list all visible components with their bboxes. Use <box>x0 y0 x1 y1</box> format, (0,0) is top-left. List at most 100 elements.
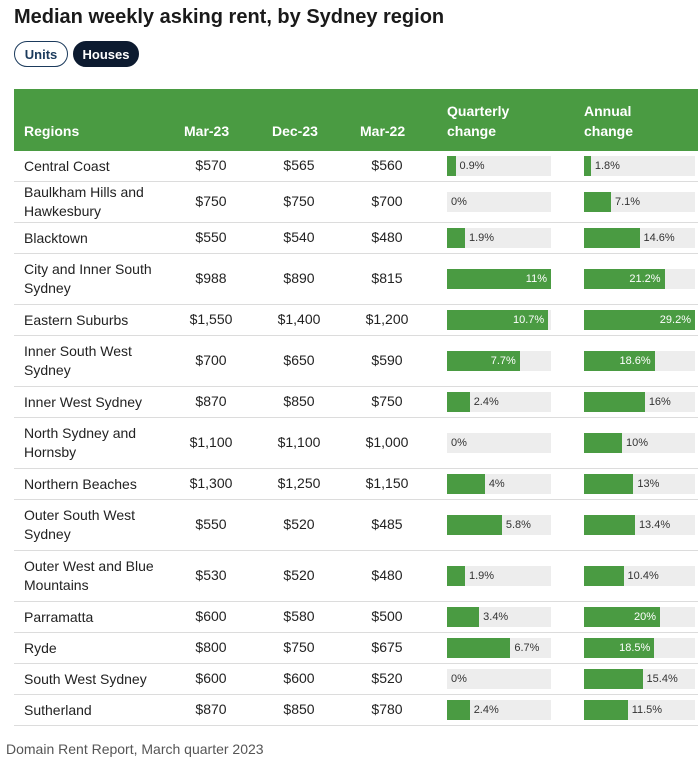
table-row: Inner South West Sydney $700 $650 $590 7.7% 1… <box>14 336 698 387</box>
annual-bar-track: 7.1% <box>584 192 695 212</box>
mar-23-value: $550 <box>195 229 227 245</box>
mar-23-value: $600 <box>195 608 227 624</box>
annual-bar <box>584 638 655 658</box>
table-row: Baulkham Hills and Hawkesbury $750 $750 $70… <box>14 182 698 223</box>
quarterly-bar-track: 0% <box>447 433 551 453</box>
dec-23-value: $1,100 <box>277 434 321 450</box>
quarterly-bar <box>447 392 470 412</box>
annual-bar-track: 13.4% <box>584 515 695 535</box>
quarterly-bar-track: 0% <box>447 669 551 689</box>
table-row: North Sydney and Hornsby $1,100 $1,100 $1,0… <box>14 418 698 469</box>
quarterly-bar-track: 0.9% <box>447 156 551 176</box>
table-row: Outer South West Sydney $550 $520 $485 5.8% 1… <box>14 500 698 551</box>
dec-23-value: $1,400 <box>277 311 321 327</box>
table-row: South West Sydney $600 $600 $520 0% 15.4% <box>14 664 698 695</box>
annual-value-label: 18.6% <box>619 355 651 367</box>
header-mar-23: Mar-23 <box>184 123 230 139</box>
source-note: Domain Rent Report, March quarter 2023 <box>6 741 264 757</box>
region-name: Outer West and Blue Mountains <box>24 558 154 593</box>
table-row: Central Coast $570 $565 $560 0.9% 1.8% <box>14 151 698 182</box>
quarterly-bar-track: 6.7% <box>447 638 551 658</box>
mar-22-value: $480 <box>371 567 403 583</box>
region-name: City and Inner South Sydney <box>24 261 152 296</box>
dec-23-value: $750 <box>283 193 315 209</box>
quarterly-bar <box>447 310 549 330</box>
dec-23-value: $540 <box>283 229 315 245</box>
mar-22-value: $675 <box>371 639 403 655</box>
dec-23-value: $850 <box>283 393 315 409</box>
annual-bar <box>584 607 661 627</box>
annual-bar-track: 13% <box>584 474 695 494</box>
annual-bar-track: 16% <box>584 392 695 412</box>
annual-value-label: 1.8% <box>594 160 620 172</box>
annual-bar-track: 20% <box>584 607 695 627</box>
annual-bar-track: 10% <box>584 433 695 453</box>
annual-bar-track: 21.2% <box>584 269 695 289</box>
region-name: Inner West Sydney <box>24 393 143 410</box>
mar-22-value: $500 <box>371 608 403 624</box>
annual-bar <box>584 669 643 689</box>
region-name: Outer South West Sydney <box>24 507 136 542</box>
quarterly-bar-track: 7.7% <box>447 351 551 371</box>
table-row: Parramatta $600 $580 $500 3.4% 20% <box>14 602 698 633</box>
quarterly-bar <box>447 474 485 494</box>
houses-toggle-button[interactable]: Houses <box>73 41 139 67</box>
dec-23-value: $600 <box>283 670 315 686</box>
quarterly-bar-track: 2.4% <box>447 392 551 412</box>
mar-23-value: $570 <box>195 157 227 173</box>
units-toggle-button[interactable]: Units <box>14 41 68 67</box>
annual-bar-track: 15.4% <box>584 669 695 689</box>
annual-bar <box>584 433 622 453</box>
mar-22-value: $560 <box>371 157 403 173</box>
mar-22-value: $520 <box>371 670 403 686</box>
mar-23-value: $1,300 <box>189 475 233 491</box>
region-name: South West Sydney <box>24 670 147 687</box>
chart-title: Median weekly asking rent, by Sydney reg… <box>14 6 445 28</box>
annual-bar <box>584 269 665 289</box>
mar-23-value: $530 <box>195 567 227 583</box>
quarterly-value-label: 4% <box>488 478 505 490</box>
region-name: Northern Beaches <box>24 475 137 492</box>
quarterly-bar-track: 4% <box>447 474 551 494</box>
annual-bar-track: 29.2% <box>584 310 695 330</box>
annual-bar <box>584 310 695 330</box>
table-row: Inner West Sydney $870 $850 $750 2.4% 16% <box>14 387 698 418</box>
quarterly-bar <box>447 607 480 627</box>
dec-23-value: $650 <box>283 352 315 368</box>
quarterly-value-label: 11% <box>525 273 547 285</box>
mar-22-value: $815 <box>371 270 403 286</box>
table-row: City and Inner South Sydney $988 $890 $815 1… <box>14 254 698 305</box>
table-row: Blacktown $550 $540 $480 1.9% 14.6% <box>14 223 698 254</box>
quarterly-value-label: 0% <box>451 196 467 208</box>
annual-value-label: 18.5% <box>619 642 651 654</box>
table-body: Central Coast $570 $565 $560 0.9% 1.8% Baulkha… <box>14 151 698 726</box>
mar-23-value: $600 <box>195 670 227 686</box>
quarterly-bar-track: 11% <box>447 269 551 289</box>
mar-23-value: $870 <box>195 701 227 717</box>
annual-value-label: 15.4% <box>646 673 678 685</box>
mar-22-value: $1,150 <box>365 475 409 491</box>
quarterly-value-label: 0% <box>451 437 467 449</box>
annual-bar <box>584 515 635 535</box>
dec-23-value: $565 <box>283 157 315 173</box>
annual-value-label: 7.1% <box>614 196 641 208</box>
dec-23-value: $750 <box>283 639 315 655</box>
annual-bar <box>584 474 634 494</box>
quarterly-value-label: 0.9% <box>459 160 485 172</box>
table-row: Sutherland $870 $850 $780 2.4% 11.5% <box>14 695 698 726</box>
mar-22-value: $700 <box>371 193 403 209</box>
dec-23-value: $1,250 <box>277 475 321 491</box>
table-row: Ryde $800 $750 $675 6.7% 18.5% <box>14 633 698 664</box>
quarterly-bar-track: 0% <box>447 192 551 212</box>
annual-bar-track: 11.5% <box>584 700 695 720</box>
table-row: Northern Beaches $1,300 $1,250 $1,150 4% 13% <box>14 469 698 500</box>
mar-23-value: $1,550 <box>189 311 233 327</box>
dec-23-value: $890 <box>283 270 315 286</box>
quarterly-bar-track: 2.4% <box>447 700 551 720</box>
region-name: Blacktown <box>24 229 88 246</box>
mar-22-value: $750 <box>371 393 403 409</box>
annual-bar-track: 18.5% <box>584 638 695 658</box>
region-name: Ryde <box>24 639 57 656</box>
dec-23-value: $520 <box>283 567 315 583</box>
header-dec-23: Dec-23 <box>272 123 318 139</box>
